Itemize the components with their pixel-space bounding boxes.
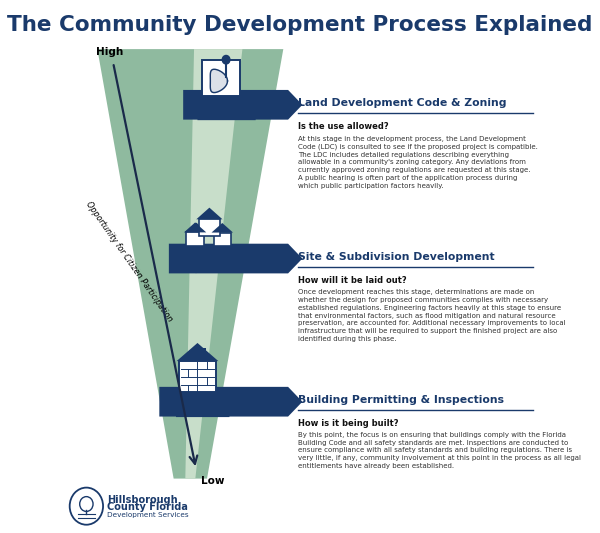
- Circle shape: [222, 55, 230, 64]
- Polygon shape: [196, 208, 223, 219]
- Text: How will it be laid out?: How will it be laid out?: [298, 276, 406, 285]
- FancyBboxPatch shape: [199, 219, 220, 236]
- Text: Site & Subdivision Development: Site & Subdivision Development: [298, 252, 494, 262]
- Text: Development Services: Development Services: [107, 512, 188, 518]
- Text: Building Permitting & Inspections: Building Permitting & Inspections: [298, 395, 503, 405]
- Text: By this point, the focus is on ensuring that buildings comply with the Florida
B: By this point, the focus is on ensuring …: [298, 432, 581, 469]
- Polygon shape: [97, 49, 283, 479]
- Text: Is the use allowed?: Is the use allowed?: [298, 122, 388, 131]
- Polygon shape: [169, 244, 302, 273]
- Text: Low: Low: [201, 477, 224, 486]
- Text: Hillsborough: Hillsborough: [107, 495, 178, 505]
- Polygon shape: [185, 49, 242, 479]
- Polygon shape: [183, 90, 302, 119]
- Polygon shape: [212, 223, 233, 232]
- FancyBboxPatch shape: [179, 361, 215, 392]
- Text: County Florida: County Florida: [107, 502, 188, 512]
- FancyBboxPatch shape: [202, 60, 241, 96]
- Polygon shape: [176, 399, 229, 417]
- FancyBboxPatch shape: [202, 348, 206, 357]
- Text: How is it being built?: How is it being built?: [298, 419, 398, 428]
- Text: At this stage in the development process, the Land Development
Code (LDC) is con: At this stage in the development process…: [298, 135, 538, 189]
- Polygon shape: [197, 102, 256, 120]
- Polygon shape: [211, 69, 227, 93]
- Text: The Community Development Process Explained: The Community Development Process Explai…: [7, 14, 593, 35]
- Text: Opportunity for Citizen Participation: Opportunity for Citizen Participation: [84, 199, 175, 323]
- FancyBboxPatch shape: [186, 232, 204, 246]
- FancyBboxPatch shape: [214, 232, 231, 246]
- Polygon shape: [187, 253, 242, 271]
- Text: Once development reaches this stage, determinations are made on
whether the desi: Once development reaches this stage, det…: [298, 289, 565, 342]
- Text: Land Development Code & Zoning: Land Development Code & Zoning: [298, 98, 506, 108]
- Polygon shape: [176, 343, 218, 361]
- Polygon shape: [160, 387, 302, 417]
- Polygon shape: [184, 222, 206, 232]
- Text: High: High: [96, 47, 123, 56]
